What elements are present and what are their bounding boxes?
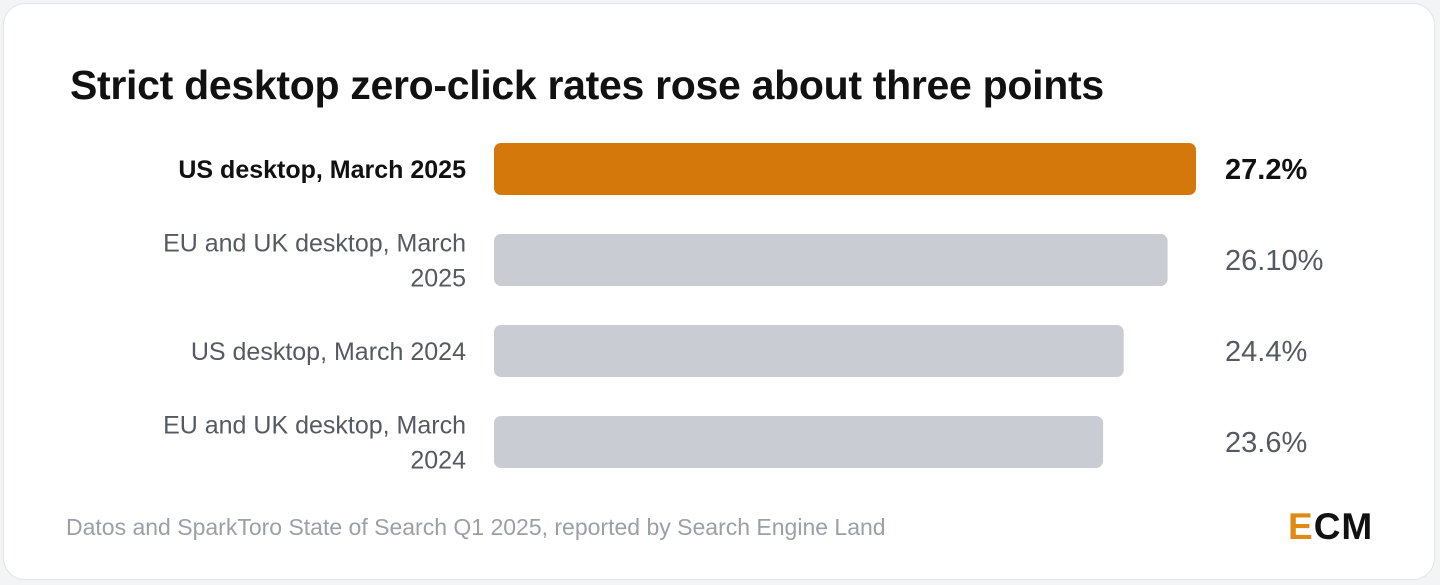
brand-logo: ECM [1288,506,1373,548]
value-label-1: 26.10% [1225,245,1323,277]
source-note: Datos and SparkToro State of Search Q1 2… [66,514,886,540]
category-label-1: EU and UK desktop, March 2025 [163,230,466,293]
value-label-3: 23.6% [1225,427,1307,459]
bar-1 [494,234,1168,286]
logo-letter-e: E [1288,506,1314,547]
value-label-0: 27.2% [1225,154,1307,186]
value-label-2: 24.4% [1225,336,1307,368]
category-label-3: EU and UK desktop, March 2024 [163,412,466,475]
bar-2 [494,325,1124,377]
category-label-2: US desktop, March 2024 [191,338,466,366]
bar-3 [494,416,1104,468]
bar-0 [494,143,1196,195]
category-label-0: US desktop, March 2025 [178,156,466,184]
chart-card: Strict desktop zero-click rates rose abo… [3,3,1435,580]
logo-letters-cm: CM [1313,506,1374,547]
chart-title: Strict desktop zero-click rates rose abo… [70,62,1104,108]
